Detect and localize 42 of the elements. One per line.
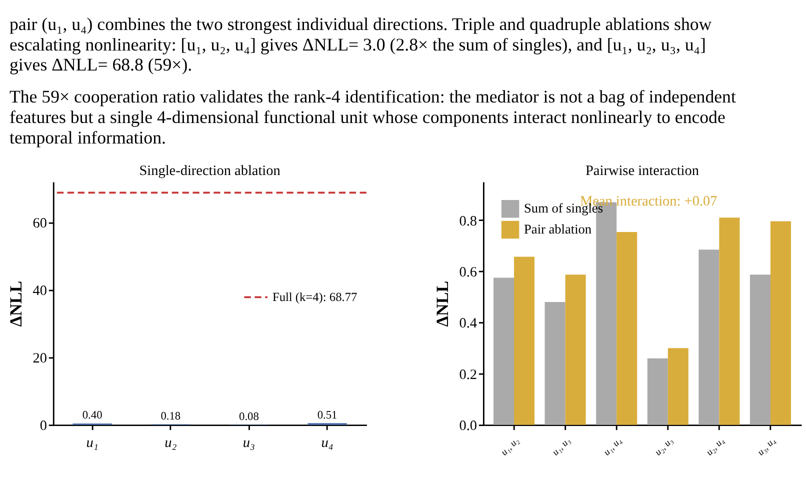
chart-title: Pairwise interaction [586, 163, 699, 180]
x-tick-label: u₃, u₄ [756, 436, 778, 458]
bar [770, 221, 791, 425]
text: The 59× cooperation ratio validates the rank-4 identification: the mediator is not a bag of independent features but a single 4-dimensional functional unit whose components interact nonlinearly to encode temporal information. [9, 86, 736, 148]
text: pair (u₁, u₄) combines the two strongest individual directions. Triple and quadruple ablations show escalating nonlinearity: [u₁, u₂, u₄] gives ΔNLL= 3.0 (2.8× the sum of singles), and [u₁, u₂, u₃, u₄] gives ΔNLL= 68.8 (59×). [9, 14, 712, 75]
y-tick-label: 20 [32, 350, 47, 367]
y-tick-label: 0.2 [459, 366, 478, 383]
x-tick-label: u₂, u₃ [654, 436, 676, 458]
bar [719, 218, 740, 425]
y-tick-label: 0.0 [459, 418, 478, 434]
x-tick-label: u₄ [321, 435, 334, 452]
y-tick-label: 0.4 [459, 316, 478, 332]
x-tick-label: u₃ [242, 435, 256, 452]
y-tick-label: 0.6 [459, 264, 478, 281]
x-tick-label: u₁, u₃ [550, 436, 573, 458]
y-tick-label: 0 [40, 418, 47, 434]
bar [750, 274, 770, 425]
data-label: 0.51 [317, 409, 338, 422]
data-label: 0.40 [82, 410, 103, 422]
bar [616, 232, 638, 425]
data-label: 0.08 [239, 410, 260, 423]
legend-label: Full (k=4): 68.77 [272, 290, 358, 304]
y-axis-title: ΔNLL [432, 280, 452, 327]
x-tick-label: u₂ [164, 435, 177, 452]
chart-title: Single-direction ablation [139, 163, 280, 180]
x-tick-label: u₁, u₂ [500, 436, 522, 458]
bar [544, 302, 566, 425]
bar [668, 348, 688, 425]
y-tick-label: 40 [32, 283, 47, 300]
y-axis-title: ΔNLL [6, 280, 26, 327]
bar [647, 358, 668, 425]
bar [698, 250, 720, 425]
y-tick-label: 0.8 [459, 213, 478, 230]
x-tick-label: u₁ [86, 435, 98, 452]
legend-label: Pair ablation [524, 222, 592, 237]
y-tick-label: 60 [32, 216, 47, 232]
bar [514, 256, 535, 425]
bar [565, 274, 586, 425]
x-tick-label: u₂, u₄ [704, 436, 727, 458]
data-label: 0.18 [160, 410, 181, 422]
bar [493, 278, 514, 425]
x-tick-label: u₁, u₄ [602, 436, 624, 458]
